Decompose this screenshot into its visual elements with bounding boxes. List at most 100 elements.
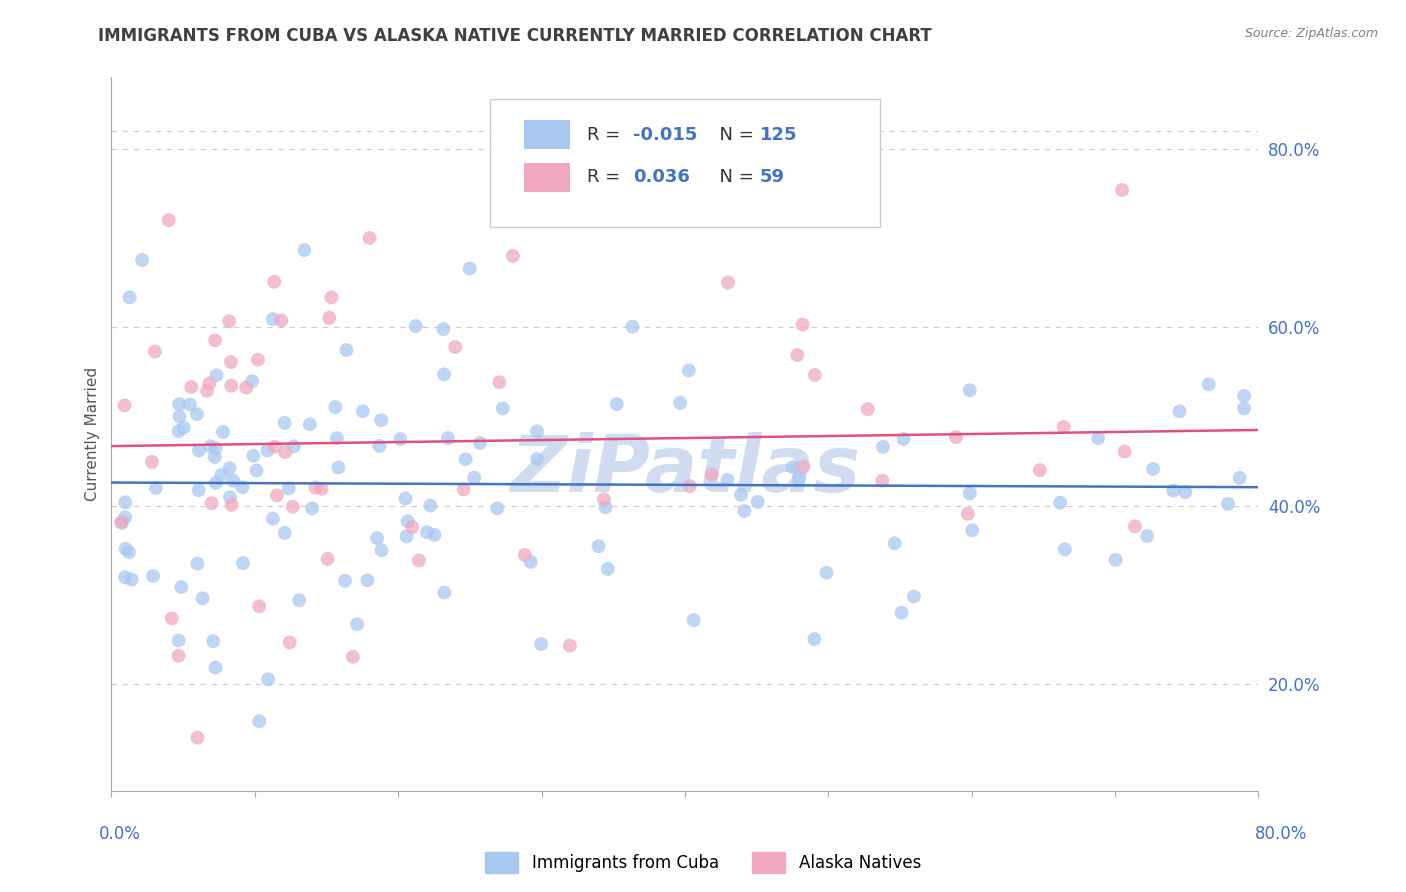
Point	[204, 475, 226, 490]
Point	[294, 243, 316, 257]
Point	[335, 343, 357, 357]
Text: ZiPatlas: ZiPatlas	[510, 432, 860, 508]
Point	[218, 461, 240, 475]
Text: 59: 59	[759, 169, 785, 186]
Point	[283, 439, 305, 453]
Point	[173, 420, 195, 434]
Point	[526, 452, 548, 467]
Point	[962, 523, 984, 537]
FancyBboxPatch shape	[524, 163, 571, 192]
Point	[592, 492, 614, 507]
Point	[519, 555, 541, 569]
Point	[463, 471, 485, 485]
Point	[301, 501, 323, 516]
Point	[432, 322, 454, 336]
Point	[416, 525, 439, 540]
Point	[679, 479, 702, 493]
Point	[195, 384, 218, 398]
Point	[321, 290, 343, 304]
Point	[142, 569, 165, 583]
Point	[263, 275, 285, 289]
Point	[468, 436, 491, 450]
Point	[304, 481, 326, 495]
Point	[437, 431, 460, 445]
Point	[453, 483, 475, 497]
Point	[1168, 404, 1191, 418]
Point	[458, 261, 481, 276]
Point	[433, 368, 456, 382]
Text: R =: R =	[588, 126, 627, 144]
Point	[200, 439, 222, 453]
Point	[167, 633, 190, 648]
Point	[530, 637, 553, 651]
Point	[179, 398, 201, 412]
Point	[1029, 463, 1052, 477]
Point	[246, 352, 269, 367]
Point	[1053, 542, 1076, 557]
Point	[187, 483, 209, 497]
Point	[333, 574, 356, 588]
Point	[606, 397, 628, 411]
Point	[247, 599, 270, 614]
Point	[231, 480, 253, 494]
Point	[716, 473, 738, 487]
Text: 0.036: 0.036	[633, 169, 690, 186]
Point	[222, 474, 245, 488]
Point	[1174, 485, 1197, 500]
Point	[346, 617, 368, 632]
Point	[235, 381, 257, 395]
Point	[277, 481, 299, 495]
Point	[245, 463, 267, 477]
Point	[352, 404, 374, 418]
Text: -0.015: -0.015	[633, 126, 697, 144]
Point	[316, 552, 339, 566]
Point	[262, 511, 284, 525]
Point	[787, 471, 810, 485]
Point	[959, 383, 981, 397]
Point	[114, 495, 136, 509]
Point	[1198, 377, 1220, 392]
Point	[281, 500, 304, 514]
Point	[274, 445, 297, 459]
Point	[204, 450, 226, 464]
Point	[356, 574, 378, 588]
Point	[856, 402, 879, 417]
Point	[273, 525, 295, 540]
Point	[359, 231, 381, 245]
Point	[370, 543, 392, 558]
Point	[394, 491, 416, 506]
Point	[621, 319, 644, 334]
Point	[191, 591, 214, 606]
Point	[167, 648, 190, 663]
Point	[221, 498, 243, 512]
Point	[204, 334, 226, 348]
Point	[263, 440, 285, 454]
Point	[366, 531, 388, 545]
Point	[323, 400, 346, 414]
Point	[1123, 519, 1146, 533]
Point	[278, 635, 301, 649]
Point	[893, 432, 915, 446]
Point	[1104, 553, 1126, 567]
Point	[588, 539, 610, 553]
Point	[186, 557, 208, 571]
Point	[596, 562, 619, 576]
Point	[782, 460, 804, 475]
Point	[111, 516, 134, 530]
Point	[218, 314, 240, 328]
Point	[423, 528, 446, 542]
Text: N =: N =	[707, 126, 759, 144]
Point	[370, 413, 392, 427]
Point	[288, 593, 311, 607]
Text: IMMIGRANTS FROM CUBA VS ALASKA NATIVE CURRENTLY MARRIED CORRELATION CHART: IMMIGRANTS FROM CUBA VS ALASKA NATIVE CU…	[98, 27, 932, 45]
Point	[669, 396, 692, 410]
Point	[186, 407, 208, 421]
Text: 80.0%: 80.0%	[1256, 825, 1308, 843]
Point	[114, 399, 136, 413]
Point	[298, 417, 321, 432]
Point	[526, 425, 548, 439]
Point	[956, 507, 979, 521]
Point	[170, 580, 193, 594]
Point	[733, 504, 755, 518]
Point	[1163, 483, 1185, 498]
